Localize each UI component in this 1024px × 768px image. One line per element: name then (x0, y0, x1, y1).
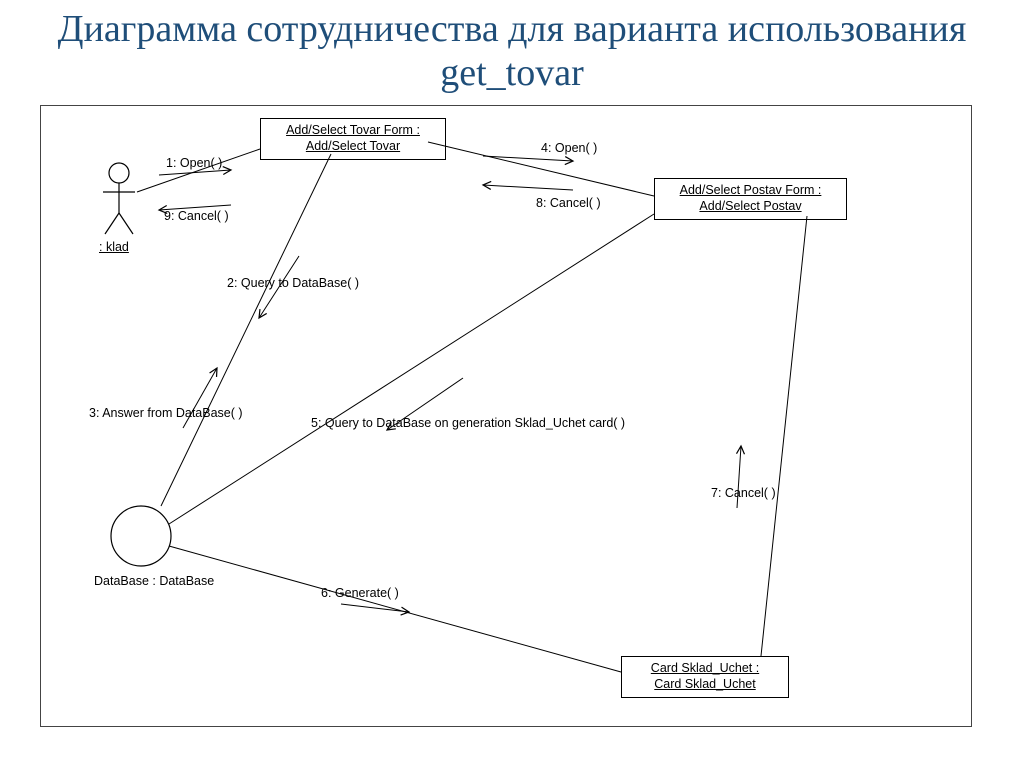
svg-overlay (41, 106, 971, 726)
actor-icon (103, 163, 135, 234)
page-title: Диаграмма сотрудничества для варианта ис… (0, 0, 1024, 99)
edges (137, 142, 807, 672)
node-database (111, 506, 171, 566)
diagram-canvas: Add/Select Tovar Form : Add/Select Tovar… (40, 105, 972, 727)
direction-arrows (159, 156, 741, 612)
